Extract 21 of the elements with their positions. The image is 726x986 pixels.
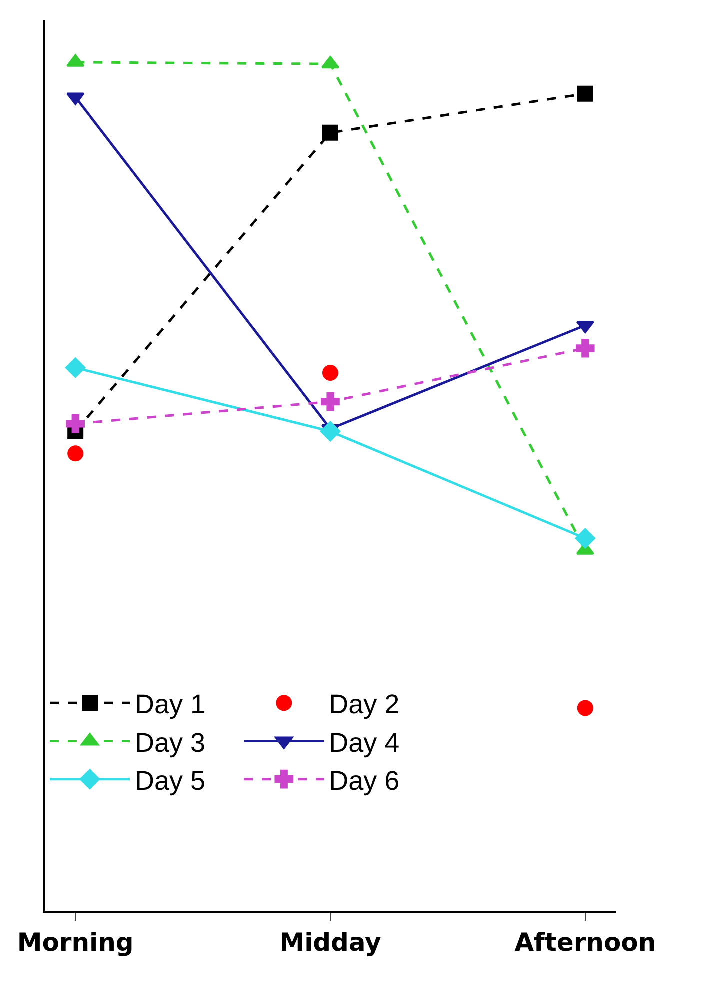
legend-label: Day 2 xyxy=(329,690,400,720)
point xyxy=(66,414,85,434)
point xyxy=(322,124,338,141)
point xyxy=(320,421,341,442)
x-tick-label: Morning xyxy=(17,928,134,957)
point xyxy=(576,339,595,358)
x-tick-label: Afternoon xyxy=(514,928,656,957)
point xyxy=(577,700,594,716)
point xyxy=(577,86,594,102)
legend-label: Day 6 xyxy=(329,766,400,796)
point xyxy=(575,528,596,549)
legend-label: Day 4 xyxy=(329,728,400,758)
point xyxy=(65,358,86,378)
point xyxy=(322,365,338,382)
legend-label: Day 3 xyxy=(135,728,206,758)
legend-label: Day 5 xyxy=(135,766,206,796)
point xyxy=(68,446,84,462)
x-tick-label: Midday xyxy=(280,928,382,957)
legend-label: Day 1 xyxy=(135,690,206,720)
point xyxy=(321,392,340,412)
point xyxy=(576,320,594,334)
